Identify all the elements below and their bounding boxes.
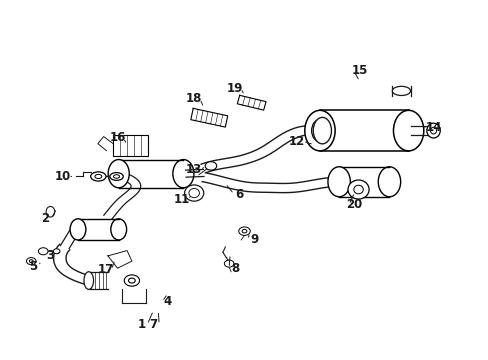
Circle shape (224, 260, 233, 267)
Circle shape (205, 162, 216, 170)
Bar (113, 135, 147, 156)
Text: 12: 12 (288, 135, 305, 148)
Text: 14: 14 (425, 121, 441, 134)
Circle shape (53, 249, 60, 254)
Text: 16: 16 (109, 131, 125, 144)
Text: 9: 9 (249, 234, 258, 247)
Circle shape (238, 227, 250, 235)
Circle shape (26, 258, 36, 265)
Text: 3: 3 (46, 249, 54, 262)
Ellipse shape (426, 123, 439, 138)
Ellipse shape (188, 189, 199, 198)
Ellipse shape (429, 127, 436, 134)
Text: 5: 5 (29, 260, 38, 273)
Text: 6: 6 (235, 188, 244, 201)
Circle shape (242, 229, 246, 233)
Ellipse shape (113, 175, 120, 178)
Circle shape (29, 260, 33, 262)
Ellipse shape (108, 159, 129, 188)
Text: 13: 13 (185, 163, 202, 176)
Text: 11: 11 (174, 193, 190, 206)
Text: 15: 15 (350, 64, 367, 77)
Text: 1: 1 (137, 318, 145, 331)
Ellipse shape (84, 272, 93, 289)
Ellipse shape (313, 117, 331, 144)
Text: 19: 19 (226, 82, 243, 95)
Ellipse shape (95, 174, 102, 179)
Text: 2: 2 (41, 212, 50, 225)
Text: 18: 18 (185, 93, 202, 105)
Ellipse shape (311, 120, 327, 142)
Text: 7: 7 (149, 318, 157, 331)
Ellipse shape (70, 219, 86, 240)
Ellipse shape (327, 167, 349, 197)
Ellipse shape (184, 185, 203, 201)
Text: 10: 10 (54, 170, 70, 183)
Ellipse shape (347, 180, 368, 199)
Ellipse shape (110, 172, 123, 180)
Text: 20: 20 (346, 198, 362, 211)
Ellipse shape (353, 185, 363, 194)
Text: 4: 4 (163, 295, 172, 308)
Text: 8: 8 (230, 262, 239, 275)
Ellipse shape (304, 110, 334, 151)
Ellipse shape (391, 86, 410, 95)
Circle shape (124, 275, 139, 286)
Text: 17: 17 (97, 264, 113, 276)
Ellipse shape (90, 172, 106, 181)
Ellipse shape (46, 207, 55, 217)
Circle shape (39, 248, 48, 255)
Circle shape (128, 278, 135, 283)
